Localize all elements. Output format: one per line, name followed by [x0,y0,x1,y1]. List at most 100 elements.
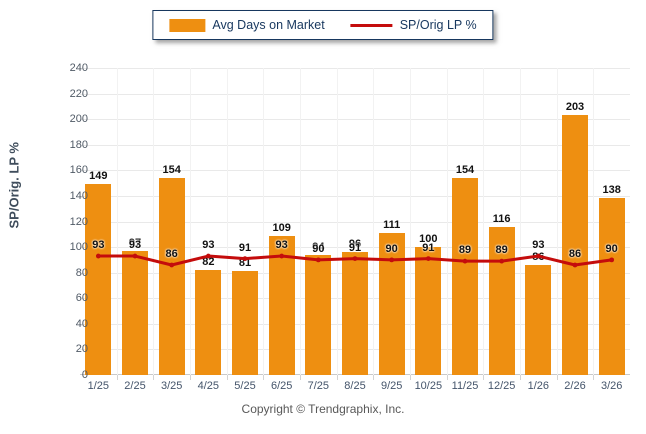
x-tick-label: 2/25 [124,380,146,392]
x-tick-label: 6/25 [270,380,293,392]
v-gridline [153,68,155,375]
v-gridline [116,68,118,375]
bar-value-label: 138 [602,184,621,197]
bar-avg-days [305,254,332,375]
line-point-marker [425,256,431,261]
sp-orig-lp-line [95,253,615,268]
v-gridline [410,68,411,375]
line-point-marker [535,253,541,259]
line-value-label: 93 [92,239,105,252]
v-gridline [520,68,521,375]
line-value-label: 91 [348,241,362,254]
x-tick-label: 10/25 [414,380,443,392]
x-axis-tickmark [593,375,595,380]
x-axis-tickmark [373,375,375,380]
bar-avg-days [415,247,442,375]
y-tick-label: 120 [69,215,88,228]
line-value-label: 86 [165,248,178,260]
y-tick-label: 60 [75,292,88,305]
v-gridline [446,68,448,375]
x-tick-label: 7/25 [307,380,330,392]
y-tick-label: 200 [69,113,88,126]
x-axis-tickmark [483,375,485,380]
v-gridline [226,68,228,375]
bar-value-label: 111 [383,219,401,232]
v-gridline [263,68,265,375]
line-value-label: 89 [495,244,508,257]
bar-avg-days [268,235,295,375]
x-axis-tickmark [520,375,521,380]
copyright-text: Copyright © Trendgraphix, Inc. [241,402,405,416]
line-point-marker [242,256,248,261]
bar-value-label: 97 [128,236,142,249]
line-value-label: 90 [385,242,398,255]
x-tick-label: 3/26 [600,380,623,392]
h-gridline [80,221,630,223]
x-axis-tickmark [410,375,411,380]
x-axis-tickmark [153,375,155,380]
v-gridline [593,68,595,375]
y-tick-label: 100 [69,241,88,254]
line-value-label: 93 [275,239,288,252]
y-tick-label: 160 [69,164,88,177]
line-point-marker [132,253,138,259]
line-point-marker [462,258,468,264]
bar-value-label: 109 [272,221,291,234]
bar-swatch-icon [169,18,206,32]
line-value-label: 91 [238,241,252,254]
h-gridline [80,93,630,95]
x-tick-label: 3/25 [160,380,183,392]
h-gridline [80,119,630,121]
bar-avg-days [85,184,112,375]
line-point-marker [389,257,395,263]
line-value-label: 86 [568,248,582,260]
y-tick-label: 180 [69,138,88,151]
bar-avg-days [598,198,625,375]
line-value-label: 93 [128,239,142,252]
v-gridline [556,68,558,375]
line-point-marker [315,257,321,263]
y-tick-label: 140 [69,189,88,202]
h-gridline [80,195,630,197]
line-value-label: 91 [422,241,435,254]
bar-avg-days [122,250,148,375]
x-axis-tickmark [116,375,118,380]
line-point-marker [95,253,101,259]
x-tick-label: 2/26 [564,380,586,392]
x-tick-label: 4/25 [197,380,220,392]
bar-value-label: 96 [348,238,362,251]
line-point-marker [169,262,175,268]
x-axis-tickmark [300,375,301,380]
y-tick-label: 40 [75,317,88,330]
x-tick-label: 5/25 [234,380,256,392]
line-point-marker [205,253,211,259]
v-gridline [300,68,301,375]
y-axis-title: SP/Orig. LP % [6,142,22,229]
y-tick-label: 220 [69,87,88,100]
bar-avg-days [232,271,258,375]
x-axis-tickmark [556,375,558,380]
legend-line-label: SP/Orig LP % [399,18,477,32]
bar-value-label: 100 [419,233,438,246]
bar-value-label: 154 [455,164,475,177]
bar-avg-days [378,233,405,375]
bar-value-label: 116 [492,212,511,225]
legend-item-bar: Avg Days on Market [169,18,325,32]
x-tick-label: 12/25 [487,380,516,392]
v-gridline [373,68,375,375]
bar-avg-days [342,252,368,375]
y-tick-label: 0 [81,369,88,381]
line-value-label: 93 [532,239,545,252]
line-point-marker [572,262,578,268]
x-tick-label: 11/25 [451,380,479,392]
h-gridline [80,170,630,172]
bar-avg-days [488,226,515,375]
line-value-label: 89 [458,244,472,257]
line-point-marker [352,256,358,261]
x-axis-tickmark [336,375,338,380]
bar-value-label: 154 [162,164,181,177]
bar-value-label: 203 [565,101,585,114]
y-tick-label: 20 [75,343,88,356]
bar-value-label: 81 [238,257,252,270]
